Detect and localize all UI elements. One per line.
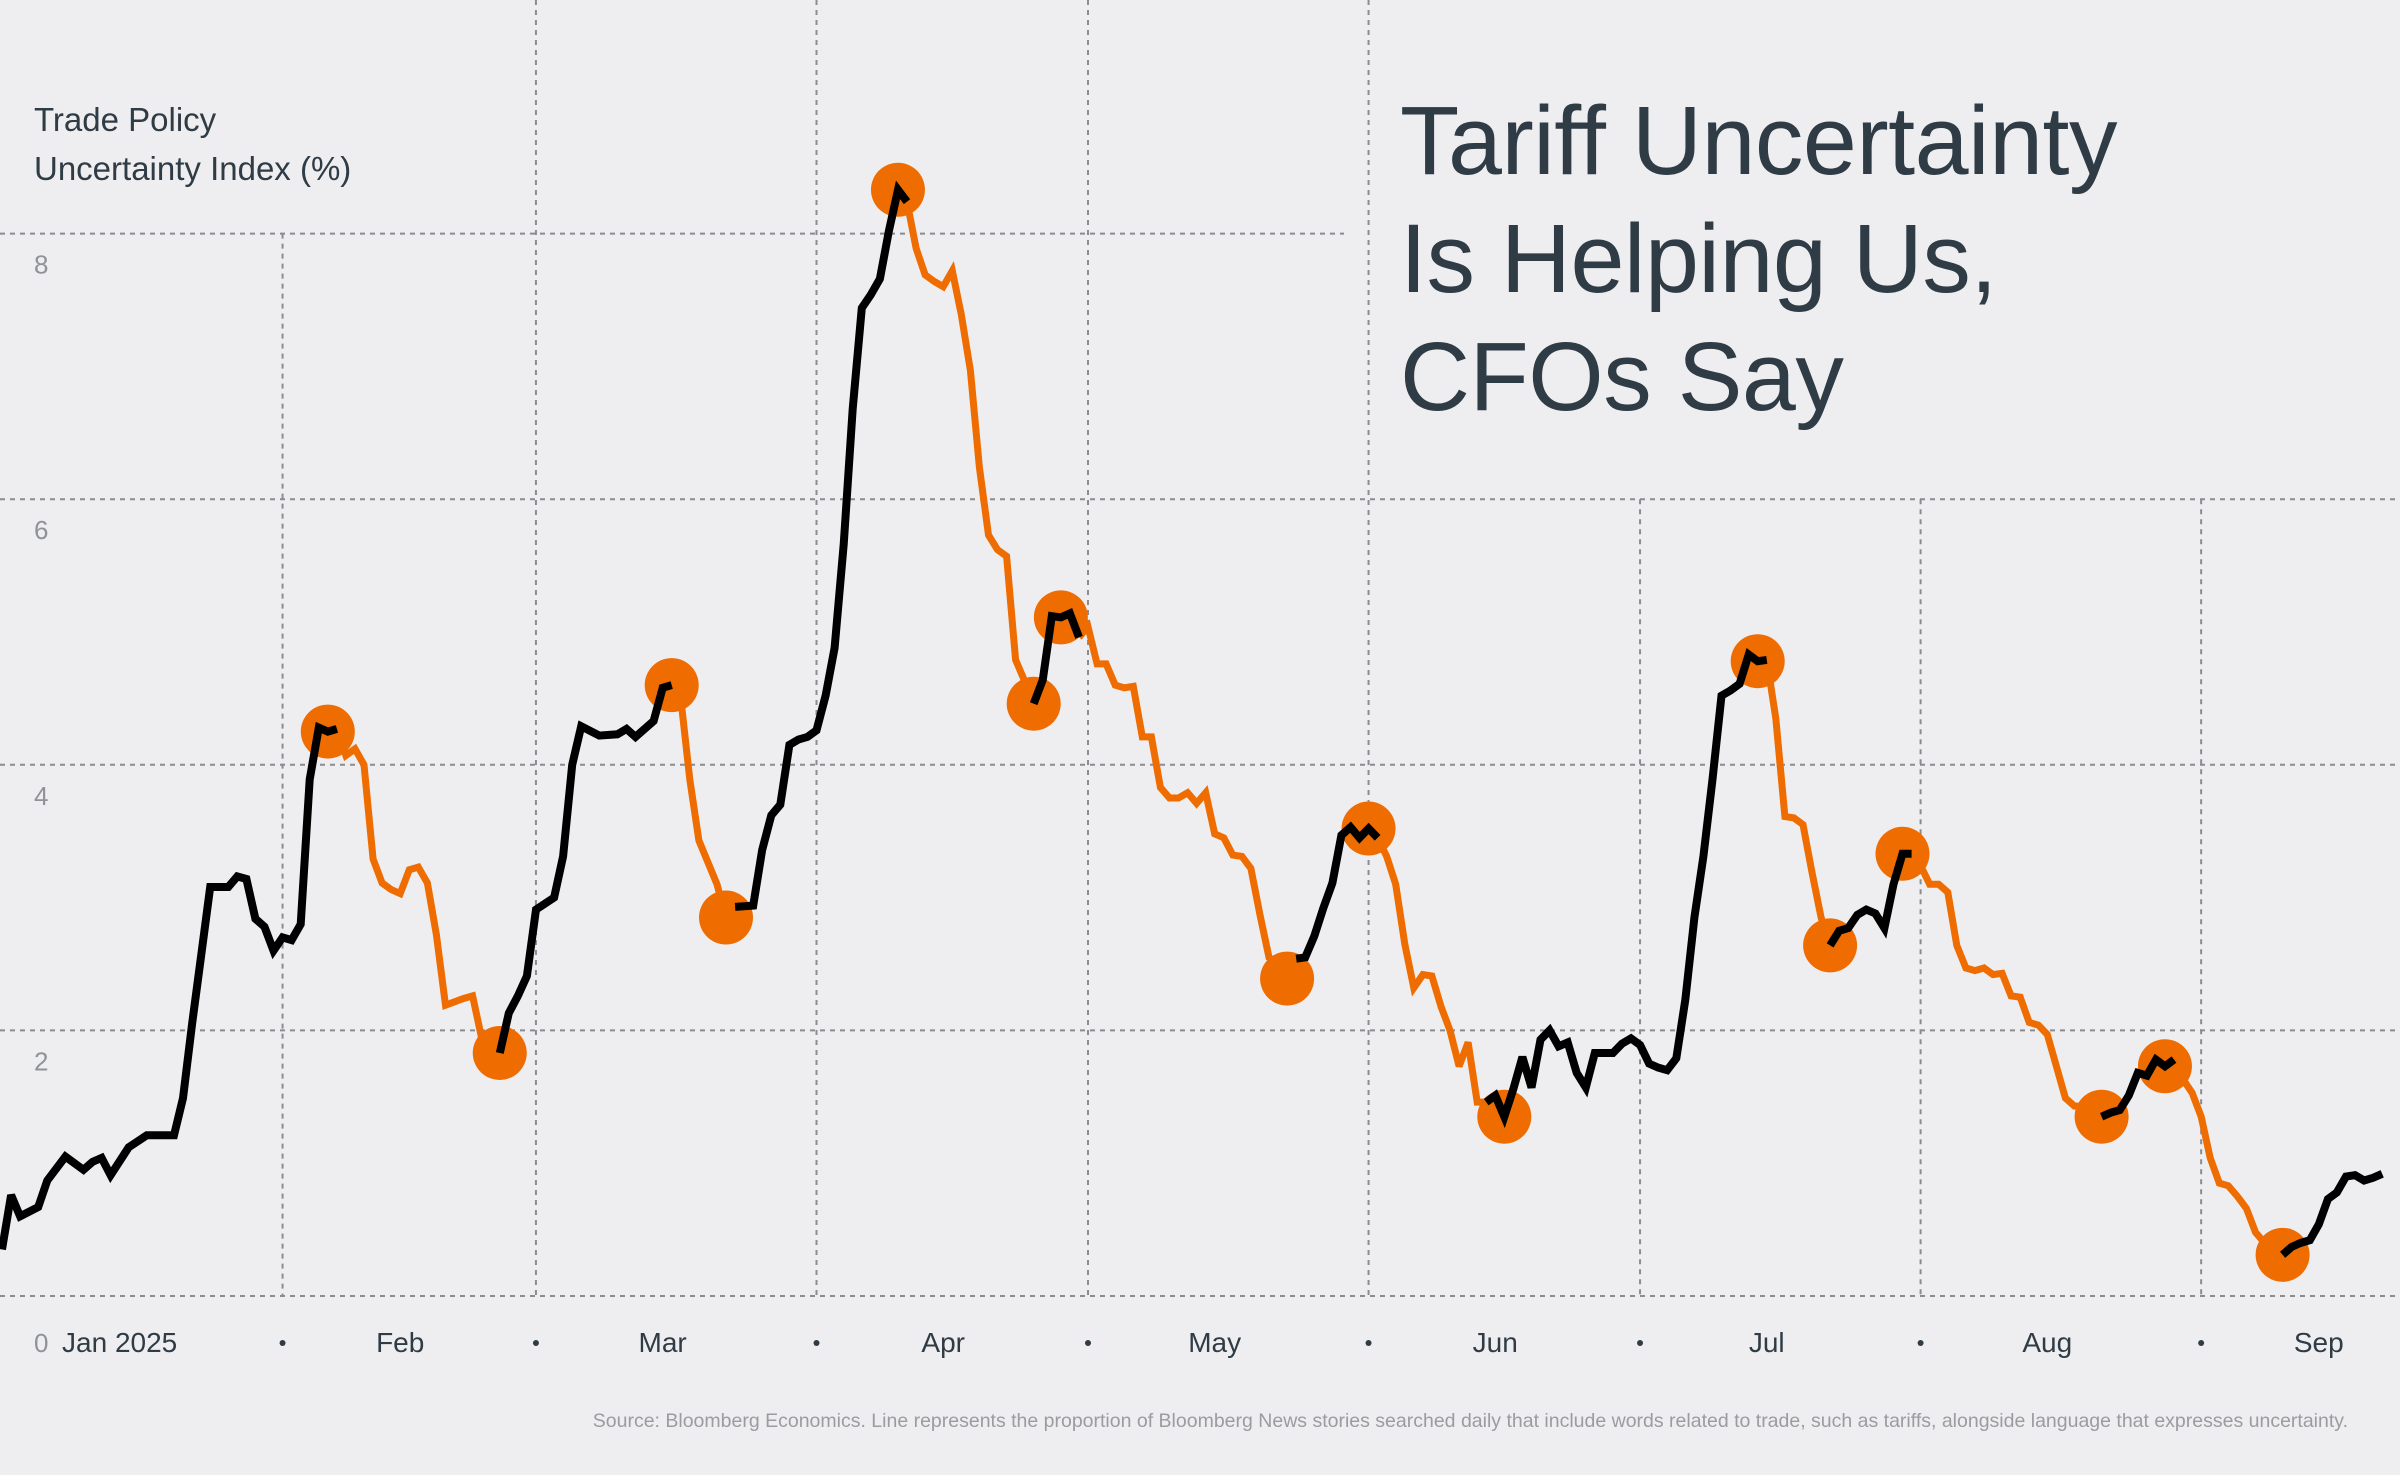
x-tick-separator-dot bbox=[1917, 1340, 1924, 1346]
falling-line-run bbox=[1076, 619, 1300, 987]
gridlines bbox=[0, 0, 2400, 1297]
x-tick-label: Jan 2025 bbox=[62, 1327, 177, 1358]
x-tick-label: Feb bbox=[376, 1327, 424, 1358]
falling-line-run bbox=[1908, 851, 2105, 1120]
trough-marker bbox=[699, 890, 753, 945]
y-tick-label: 8 bbox=[34, 250, 48, 280]
rising-line-run bbox=[2099, 1053, 2177, 1121]
trough-marker bbox=[1006, 676, 1061, 731]
falling-line-run bbox=[1374, 836, 1487, 1106]
x-tick-label: Jun bbox=[1473, 1327, 1518, 1358]
trough-marker bbox=[2074, 1089, 2129, 1144]
y-axis-title-line: Trade Policy bbox=[34, 101, 217, 138]
trough-marker bbox=[1260, 951, 1315, 1006]
rising-line-run bbox=[1483, 648, 1768, 1129]
y-axis-title-line: Uncertainty Index (%) bbox=[34, 150, 352, 187]
x-tick-separator-dot bbox=[1365, 1340, 1372, 1346]
source-note: Source: Bloomberg Economics. Line repres… bbox=[592, 1410, 2348, 1432]
x-tick-separator-dot bbox=[1637, 1340, 1644, 1346]
x-tick-label: Sep bbox=[2294, 1327, 2344, 1358]
title-line: Tariff Uncertainty bbox=[1400, 86, 2117, 195]
falling-line-runs bbox=[333, 201, 2286, 1258]
rising-line-run bbox=[2279, 1170, 2384, 1258]
y-tick-label: 6 bbox=[34, 515, 48, 545]
y-axis-ticks: 0 2 4 6 8 bbox=[34, 250, 48, 1358]
title-line: CFOs Say bbox=[1400, 322, 1844, 431]
x-tick-label: Mar bbox=[639, 1327, 687, 1358]
x-tick-separator-dot bbox=[1085, 1340, 1091, 1346]
rising-line-runs bbox=[0, 180, 2384, 1258]
rising-line-run bbox=[0, 721, 339, 1251]
x-tick-separator-dot bbox=[813, 1340, 820, 1346]
x-tick-separator-dot bbox=[279, 1340, 286, 1346]
x-tick-label: May bbox=[1188, 1327, 1241, 1358]
rising-line-run bbox=[1029, 608, 1083, 706]
rising-line-run bbox=[1826, 849, 1912, 948]
x-tick-separator-dot bbox=[532, 1340, 539, 1346]
falling-line-run bbox=[333, 727, 502, 1057]
falling-line-run bbox=[1763, 659, 1834, 947]
falling-line-run bbox=[2170, 1058, 2286, 1258]
y-tick-label: 4 bbox=[34, 781, 48, 811]
falling-line-run bbox=[668, 683, 738, 925]
chart-title: Tariff Uncertainty Is Helping Us, CFOs S… bbox=[1400, 82, 2117, 436]
y-tick-label: 2 bbox=[34, 1046, 48, 1076]
y-tick-label: 0 bbox=[34, 1328, 48, 1358]
rising-line-run bbox=[734, 180, 911, 911]
x-tick-separator-dot bbox=[2198, 1340, 2205, 1346]
y-axis-title: Trade Policy Uncertainty Index (%) bbox=[34, 95, 351, 193]
x-tick-label: Aug bbox=[2022, 1327, 2072, 1358]
trough-marker bbox=[2255, 1227, 2310, 1282]
rising-line-run bbox=[1295, 821, 1381, 963]
x-axis-ticks: Jan 2025 Feb Mar Apr May Jun Jul Aug Sep bbox=[62, 1327, 2344, 1358]
falling-line-run bbox=[903, 201, 1037, 705]
title-line: Is Helping Us, bbox=[1400, 204, 1997, 313]
x-tick-label: Apr bbox=[921, 1327, 965, 1358]
x-tick-label: Jul bbox=[1749, 1327, 1785, 1358]
rising-line-run bbox=[495, 681, 673, 1054]
